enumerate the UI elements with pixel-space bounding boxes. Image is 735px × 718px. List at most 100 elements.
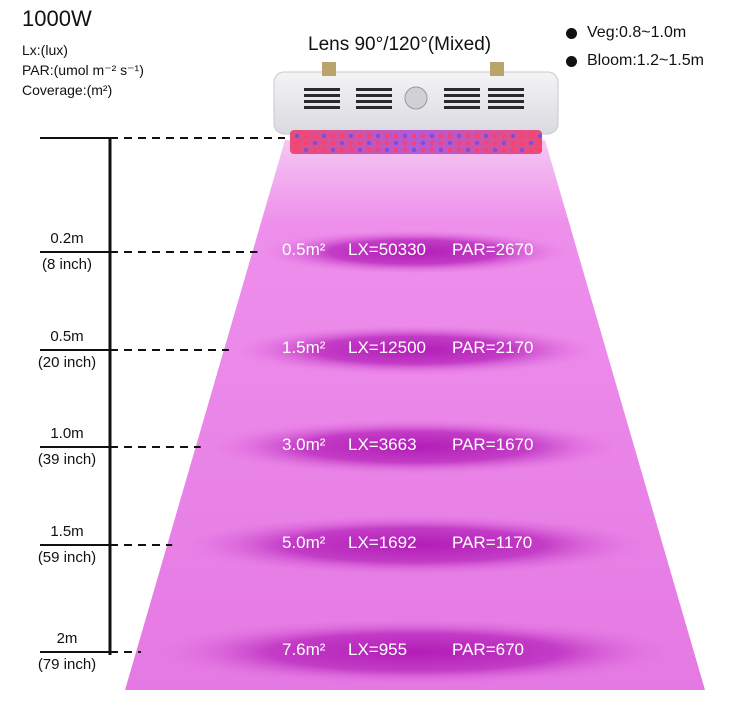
led-chip: [456, 140, 462, 146]
height-label: 1.0m: [50, 425, 84, 442]
coverage-lx: LX=12500: [348, 338, 426, 357]
led-chip: [294, 147, 300, 153]
coverage-lx: LX=955: [348, 640, 408, 659]
led-chip: [321, 147, 327, 153]
led-chip: [303, 133, 309, 139]
led-chip: [294, 140, 300, 146]
coverage-area: 7.6m²: [282, 640, 326, 659]
led-chip: [366, 133, 372, 139]
led-chip: [357, 140, 363, 146]
led-chip: [339, 147, 345, 153]
led-chip: [303, 147, 309, 153]
led-chip: [474, 133, 480, 139]
veg-bullet: Veg:0.8~1.0m: [566, 24, 686, 42]
led-chip: [456, 147, 462, 153]
led-chip: [330, 133, 336, 139]
led-chip: [492, 133, 498, 139]
height-label: 1.5m: [50, 523, 84, 540]
led-chip: [465, 140, 471, 146]
led-chip: [384, 147, 390, 153]
led-chip: [339, 133, 345, 139]
led-chip: [384, 140, 390, 146]
vent-slot: [488, 100, 524, 103]
legend-lx: Lx:(lux): [22, 42, 68, 58]
vent-slot: [488, 94, 524, 97]
coverage-area: 5.0m²: [282, 533, 326, 552]
height-label: 0.2m: [50, 230, 84, 247]
coverage-row: 1.5m² LX=12500 PAR=2170: [282, 338, 562, 358]
led-chip: [312, 140, 318, 146]
led-chip: [366, 140, 372, 146]
coverage-par: PAR=2170: [452, 338, 534, 357]
led-chip: [510, 133, 516, 139]
led-chip: [519, 147, 525, 153]
coverage-ring: [150, 618, 680, 686]
led-chip: [393, 140, 399, 146]
led-chip: [537, 133, 543, 139]
led-chip: [375, 133, 381, 139]
wattage-title: 1000W: [22, 6, 92, 31]
coverage-ring: [233, 325, 597, 375]
led-chip: [411, 133, 417, 139]
led-chip: [510, 147, 516, 153]
vent-slot: [356, 94, 392, 97]
led-chip: [375, 140, 381, 146]
led-chip: [393, 147, 399, 153]
led-chip: [519, 133, 525, 139]
coverage-ring: [179, 514, 651, 576]
led-chip: [492, 147, 498, 153]
coverage-row: 7.6m² LX=955 PAR=670: [282, 640, 562, 660]
led-chip: [438, 133, 444, 139]
led-chip: [393, 133, 399, 139]
height-label: 2m: [56, 630, 78, 647]
led-chip: [339, 140, 345, 146]
led-chip: [537, 147, 543, 153]
led-chip: [357, 147, 363, 153]
led-chip: [465, 133, 471, 139]
bloom-bullet: Bloom:1.2~1.5m: [566, 52, 704, 70]
vent-slot: [304, 106, 340, 109]
coverage-ring: [206, 419, 624, 475]
vent-slot: [488, 88, 524, 91]
led-chip: [456, 133, 462, 139]
coverage-ring: [260, 230, 570, 274]
led-chip: [411, 140, 417, 146]
led-chip: [348, 140, 354, 146]
bullet-dot-icon: [566, 27, 577, 39]
vent-slot: [444, 100, 480, 103]
led-chip: [312, 133, 318, 139]
vent-slot: [356, 100, 392, 103]
led-chip: [501, 133, 507, 139]
led-chip: [537, 140, 543, 146]
led-chip: [375, 147, 381, 153]
height-inch-label: (8 inch): [41, 256, 93, 273]
led-chip: [483, 133, 489, 139]
vent-slot: [444, 94, 480, 97]
light-beam: [125, 140, 705, 690]
led-chip: [366, 147, 372, 153]
led-chip: [438, 147, 444, 153]
led-chip: [294, 133, 300, 139]
veg-label: Veg:0.8~1.0m: [587, 24, 687, 41]
led-chip: [321, 133, 327, 139]
led-chip: [447, 140, 453, 146]
led-chip: [420, 147, 426, 153]
led-chip: [411, 147, 417, 153]
led-chip: [492, 140, 498, 146]
led-chip: [303, 140, 309, 146]
led-chip: [402, 133, 408, 139]
coverage-area: 1.5m²: [282, 338, 326, 357]
legend-par: PAR:(umol m⁻² s⁻¹): [22, 62, 144, 78]
coverage-lx: LX=3663: [348, 435, 417, 454]
coverage-row: 0.5m² LX=50330 PAR=2670: [282, 240, 562, 260]
led-chip: [330, 140, 336, 146]
coverage-row: 3.0m² LX=3663 PAR=1670: [282, 435, 562, 455]
led-chip: [447, 133, 453, 139]
led-chip: [384, 133, 390, 139]
vent-slot: [304, 100, 340, 103]
led-chip: [312, 147, 318, 153]
coverage-par: PAR=670: [452, 640, 524, 659]
led-chip: [474, 147, 480, 153]
vent-slot: [304, 88, 340, 91]
